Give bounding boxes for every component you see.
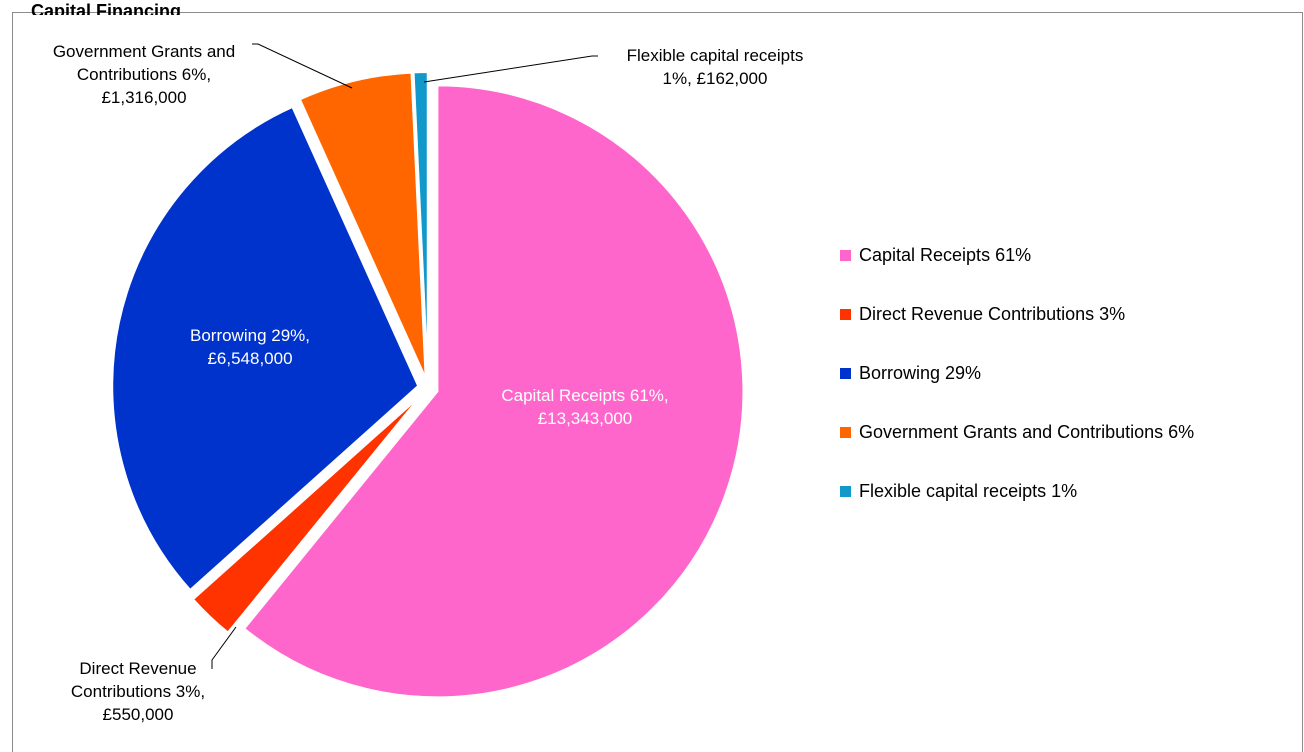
data-label-government-grants-and-contributions: Government Grants and Contributions 6%, £1…	[14, 40, 274, 109]
legend-item-government-grants-and-contributions: Government Grants and Contributions 6%	[840, 417, 1300, 447]
leader-line-flexible-capital-receipts	[423, 55, 598, 83]
data-label-line: £550,000	[102, 705, 174, 724]
legend-item-direct-revenue-contributions: Direct Revenue Contributions 3%	[840, 299, 1300, 329]
legend-label: Borrowing 29%	[859, 362, 982, 383]
data-label-line: Contributions 6%,	[76, 65, 212, 84]
data-label-direct-revenue-contributions: Direct Revenue Contributions 3%, £550,000	[28, 657, 248, 726]
legend-label: Capital Receipts 61%	[859, 244, 1032, 265]
legend-label: Direct Revenue Contributions 3%	[859, 303, 1126, 324]
data-label-line: £6,548,000	[207, 349, 293, 368]
chart-title: Capital Financing	[31, 1, 182, 15]
data-label-flexible-capital-receipts: Flexible capital receipts 1%, £162,000	[590, 44, 840, 90]
legend-item-capital-receipts: Capital Receipts 61%	[840, 240, 1300, 270]
data-label-line: 1%, £162,000	[662, 69, 768, 88]
data-label-line: Contributions 3%,	[70, 682, 206, 701]
legend: Capital Receipts 61% Direct Revenue Contr…	[840, 240, 1300, 535]
data-label-line: Capital Receipts 61%,	[501, 386, 669, 405]
legend-item-borrowing: Borrowing 29%	[840, 358, 1300, 388]
legend-swatch	[840, 485, 851, 497]
pie-slice-borrowing	[111, 105, 420, 592]
pie-slice-flexible-capital-receipts	[412, 71, 429, 379]
legend-swatch	[840, 426, 851, 438]
data-label-line: Government Grants and	[52, 42, 236, 61]
legend-swatch	[840, 249, 851, 261]
data-label-line: Direct Revenue	[79, 659, 197, 678]
legend-label: Flexible capital receipts 1%	[859, 480, 1078, 501]
pie-slice-direct-revenue-contributions	[191, 394, 422, 634]
pie-slice-government-grants-and-contributions	[298, 71, 427, 379]
pie-slice-capital-receipts	[242, 84, 745, 699]
leader-line-direct-revenue-contributions	[211, 626, 237, 669]
data-label-borrowing: Borrowing 29%, £6,548,000	[150, 324, 350, 370]
legend-swatch	[840, 308, 851, 320]
legend-label: Government Grants and Contributions 6%	[859, 421, 1195, 442]
data-label-capital-receipts: Capital Receipts 61%, £13,343,000	[470, 384, 700, 430]
legend-swatch	[840, 367, 851, 379]
data-label-line: £13,343,000	[537, 409, 633, 428]
legend-item-flexible-capital-receipts: Flexible capital receipts 1%	[840, 476, 1300, 506]
data-label-line: Flexible capital receipts	[626, 46, 804, 65]
data-label-line: Borrowing 29%,	[189, 326, 310, 345]
data-label-line: £1,316,000	[101, 88, 187, 107]
leader-line-government-grants-and-contributions	[252, 43, 353, 89]
